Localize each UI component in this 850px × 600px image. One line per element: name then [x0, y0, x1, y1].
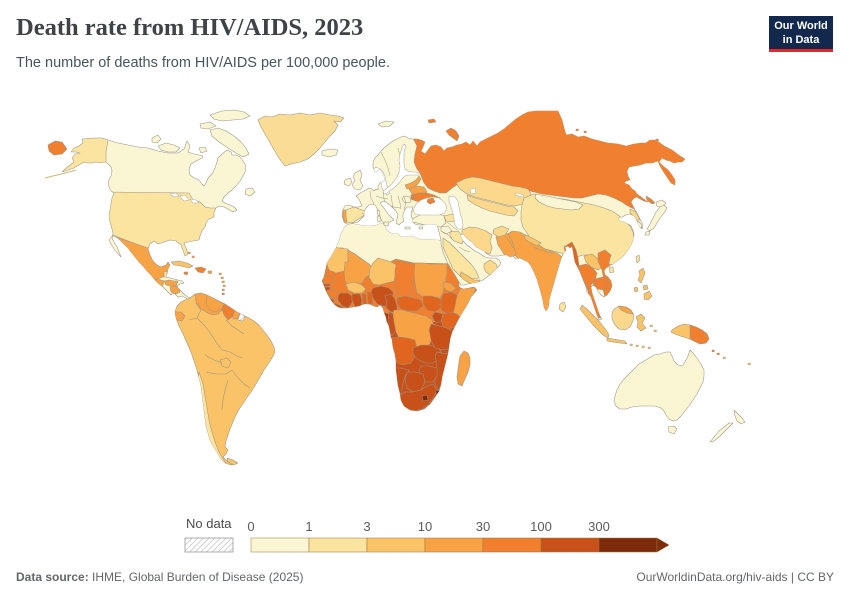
svg-text:10: 10 — [418, 519, 432, 534]
svg-text:3: 3 — [363, 519, 370, 534]
svg-text:1: 1 — [305, 519, 312, 534]
svg-text:30: 30 — [476, 519, 490, 534]
svg-text:0: 0 — [247, 519, 254, 534]
svg-text:300: 300 — [588, 519, 610, 534]
svg-text:100: 100 — [530, 519, 552, 534]
